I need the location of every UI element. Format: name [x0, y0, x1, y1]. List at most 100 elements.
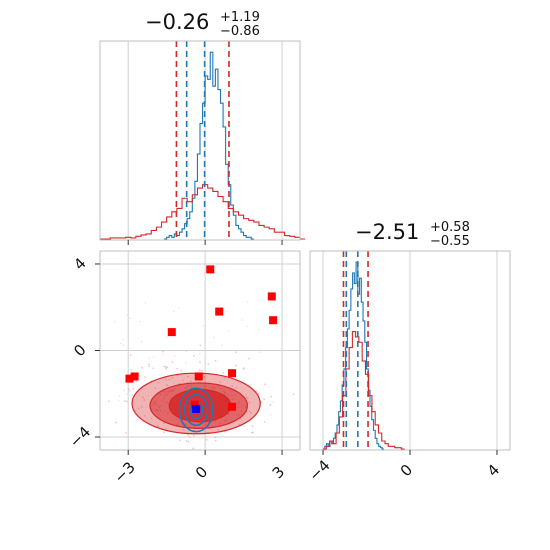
sample-point — [257, 328, 260, 331]
sample-point — [198, 369, 201, 371]
sample-point — [249, 411, 252, 414]
sample-point — [131, 394, 134, 397]
sample-point — [251, 431, 254, 434]
sample-point — [235, 351, 238, 354]
sample-point — [137, 407, 140, 410]
sample-point — [264, 383, 266, 386]
sample-point — [163, 422, 166, 425]
sample-point — [185, 362, 187, 364]
sample-point — [193, 354, 195, 357]
sample-point — [161, 353, 164, 356]
sample-point — [238, 423, 241, 426]
sample-point — [257, 392, 260, 395]
y-tick-label: 4 — [70, 254, 89, 273]
sample-point — [205, 438, 208, 441]
sample-point — [125, 431, 127, 434]
sample-point — [207, 363, 210, 365]
sample-point — [186, 381, 189, 384]
histogram-series-group — [323, 261, 405, 450]
x-axis-ticks: −3 0 3 — [110, 450, 288, 487]
sample-point — [128, 389, 131, 392]
sample-point — [223, 376, 226, 379]
red-marker — [194, 372, 203, 381]
sample-point — [126, 314, 129, 316]
red-marker — [125, 374, 134, 383]
red-marker — [167, 328, 176, 337]
y-tick-label: −4 — [66, 423, 94, 451]
sample-point — [122, 338, 125, 341]
sample-point — [143, 414, 146, 417]
sample-point — [185, 440, 188, 442]
sample-point — [272, 400, 274, 403]
red-marker — [228, 402, 237, 411]
sample-point — [181, 379, 184, 382]
marginal-histogram-panel-1: −0.26 +1.19 −0.86 — [99, 10, 306, 245]
sample-point — [231, 384, 234, 387]
sample-point — [222, 371, 225, 374]
sample-point — [123, 389, 125, 391]
sample-point — [182, 428, 185, 431]
sample-point — [157, 381, 160, 384]
sample-point — [188, 436, 191, 438]
sample-point — [251, 425, 254, 428]
sample-point — [203, 376, 206, 378]
sample-point — [143, 397, 145, 399]
sample-point — [221, 343, 223, 346]
sample-point — [237, 381, 240, 383]
marginal-histogram-panel-2: −4 0 4 −2.51 +0.58 −0.55 — [305, 220, 511, 485]
sample-point — [162, 431, 165, 434]
sample-point — [186, 375, 189, 378]
sample-point — [140, 406, 143, 408]
sample-point — [179, 439, 182, 442]
sample-point — [123, 400, 126, 402]
sample-point — [163, 365, 166, 368]
sample-point — [248, 401, 251, 404]
grid-lines — [322, 251, 498, 450]
marker-points — [125, 265, 278, 413]
sample-point — [156, 425, 159, 428]
sample-point — [241, 319, 244, 321]
sample-point — [227, 330, 230, 333]
sample-point — [152, 367, 155, 370]
panel-frame — [99, 40, 301, 241]
title-value: −0.26 — [145, 10, 209, 34]
x-tick-label: −4 — [305, 456, 333, 484]
quantile-lines — [342, 251, 369, 450]
sample-point — [217, 305, 220, 307]
sample-point — [263, 398, 265, 401]
sample-point — [174, 354, 176, 357]
joint-scatter-panel: −3 0 3 −4 0 4 — [66, 250, 301, 487]
sample-point — [127, 387, 130, 390]
sample-point — [172, 310, 175, 313]
sample-point — [242, 367, 245, 370]
sample-point — [165, 378, 168, 381]
red-marker — [190, 400, 199, 409]
sample-point — [225, 310, 228, 313]
blue-density-contours — [178, 387, 214, 433]
sample-point — [246, 325, 248, 328]
sample-point — [214, 436, 217, 439]
blue-contour — [183, 394, 209, 426]
sample-point — [147, 363, 150, 366]
x-tick-label: −3 — [110, 458, 138, 486]
y-axis-ticks: −4 0 4 — [66, 254, 100, 451]
sample-point — [176, 367, 178, 370]
x-tick-label: 3 — [269, 463, 288, 482]
sample-point — [178, 307, 181, 309]
title-upper-error: +0.58 — [430, 220, 470, 235]
x-tick-label: 0 — [192, 463, 211, 482]
sample-point — [168, 378, 170, 381]
histogram-series-2 — [323, 331, 405, 450]
sample-point — [132, 387, 134, 390]
blue-contour — [178, 387, 214, 433]
sample-point — [201, 369, 203, 372]
sample-point — [192, 434, 195, 437]
sample-point — [165, 368, 168, 370]
sample-point — [199, 361, 201, 363]
red-marker — [228, 369, 237, 378]
sample-point — [213, 336, 215, 339]
x-tick-label: 4 — [484, 461, 503, 480]
sample-point — [248, 410, 251, 412]
panel-title: −0.26 +1.19 −0.86 — [145, 10, 260, 39]
sample-point — [139, 320, 141, 323]
